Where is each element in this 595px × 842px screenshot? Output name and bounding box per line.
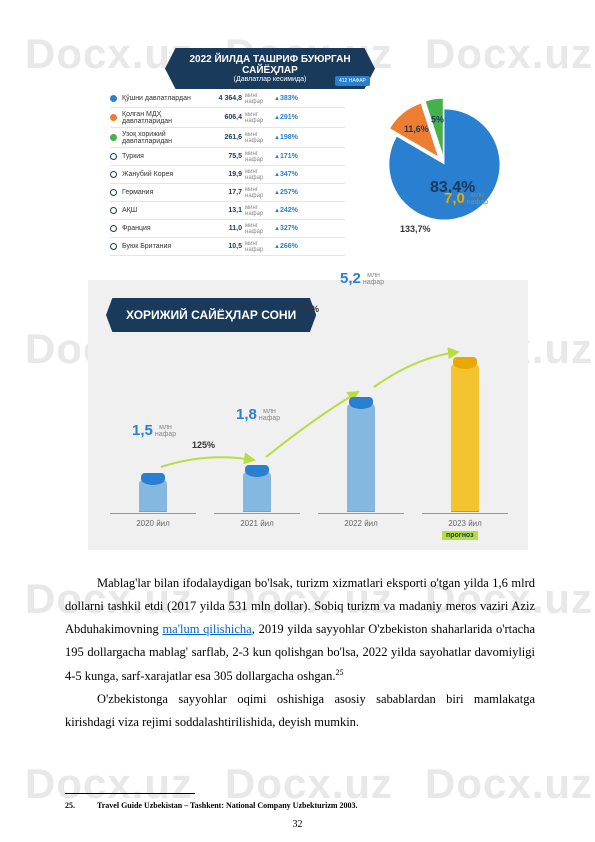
legend-dot [110,153,117,160]
bar-year: 2023 йил [442,519,488,528]
bar-year: 2022 йил [338,519,384,528]
link-malum[interactable]: ma'lum qilishicha [162,622,251,636]
chart1-row: Германия17,7мингнафар▲ 257% [110,184,345,202]
tourists-count-chart: ХОРИЖИЙ САЙЁҲЛАР СОНИ 1,5млннафар2020 йи… [88,280,528,550]
row-value: 606,4 [200,114,242,121]
bar-group: 5,2млннафар278%2022 йил [338,404,384,512]
chart1-title-text: 2022 ЙИЛДА ТАШРИФ БУЮРГАН САЙЁҲЛАР [189,54,350,76]
row-value: 75,5 [200,153,242,160]
chart1-row: АҚШ13,1мингнафар▲ 242% [110,202,345,220]
row-unit: мингнафар [242,223,270,235]
row-pct: 171% [280,153,298,160]
legend-dot [110,207,117,214]
legend-dot [110,134,117,141]
chart1-row: Узоқ хорижий давлатларидан261,6мингнафар… [110,128,345,148]
row-unit: мингнафар [242,169,270,181]
bar-cap [141,473,165,485]
row-value: 261,6 [200,134,242,141]
footnote-ref: 25 [336,667,344,676]
legend-dot [110,95,117,102]
row-unit: мингнафар [242,187,270,199]
legend-dot [110,171,117,178]
bar-value: 1,5млннафар [132,422,176,439]
pie-label: 5% [431,115,444,125]
row-value: 4 364,8 [200,95,242,102]
chart1-row: Қолган МДҲ давлатларидан606,4мингнафар▲ … [110,108,345,128]
row-unit: мингнафар [242,205,270,217]
chart1-row: Франция11,0мингнафар▲ 327% [110,220,345,238]
pie-label: 11,6% [404,124,429,134]
body-text: Mablag'lar bilan ifodalaydigan bo'lsak, … [65,572,535,734]
chart1-row: Туркия75,5мингнафар▲ 171% [110,148,345,166]
footnote-num: 25. [65,801,75,810]
legend-dot [110,243,117,250]
row-label: Буюк Британия [122,243,200,250]
footnote-text: Travel Guide Uzbekistan – Tashkent: Nati… [97,801,358,810]
row-value: 13,1 [200,207,242,214]
row-unit: мингнафар [242,132,270,144]
bar-year: 2021 йил [234,519,280,528]
row-pct: 383% [280,95,298,102]
chart2-title: ХОРИЖИЙ САЙЁҲЛАР СОНИ [106,298,316,332]
bar-pct: 133,7% [400,224,431,234]
bar-group: 1,8млннафар125%2021 йил [234,472,280,512]
prognoz-badge: прогноз [442,531,478,540]
row-pct: 347% [280,171,298,178]
legend-dot [110,225,117,232]
watermark: Docx.uz [425,760,593,808]
row-pct: 242% [280,207,298,214]
row-label: Германия [122,189,200,196]
row-pct: 291% [280,114,298,121]
row-pct: 266% [280,243,298,250]
bar [347,404,375,512]
row-value: 11,0 [200,225,242,232]
bar-group: 7,0млннафар133,7%2023 йилпрогноз [442,364,488,512]
row-unit: мингнафар [242,151,270,163]
chart1-badge: 412 НАФАР [335,76,370,86]
bar-year: 2020 йил [130,519,176,528]
bar-group: 1,5млннафар2020 йил [130,480,176,512]
row-label: Туркия [122,153,200,160]
chart1-list: Қўшни давлатлардан4 364,8мингнафар▲ 383%… [110,90,345,256]
row-pct: 257% [280,189,298,196]
row-pct: 327% [280,225,298,232]
paragraph-1: Mablag'lar bilan ifodalaydigan bo'lsak, … [65,572,535,688]
footnote: 25. Travel Guide Uzbekistan – Tashkent: … [65,801,358,810]
legend-dot [110,189,117,196]
bar [139,480,167,512]
chart1-row: Қўшни давлатлардан4 364,8мингнафар▲ 383% [110,90,345,108]
chart1-row: Буюк Британия10,5мингнафар▲ 266% [110,238,345,256]
bar-cap [245,465,269,477]
row-pct: 198% [280,134,298,141]
bar-cap [453,357,477,369]
bar-pct: 125% [192,440,215,450]
bar-value: 5,2млннафар [340,270,384,287]
pie-chart: 83,4%11,6%5% [360,90,520,230]
bar-value: 7,0млннафар [444,190,488,207]
legend-dot [110,114,117,121]
row-value: 17,7 [200,189,242,196]
page-number: 32 [0,819,595,830]
row-value: 10,5 [200,243,242,250]
bar-pct: 278% [296,304,319,314]
row-value: 19,9 [200,171,242,178]
chart1-row: Жанубий Корея19,9мингнафар▲ 347% [110,166,345,184]
row-unit: мингнафар [242,112,270,124]
chart2-bars: 1,5млннафар2020 йил1,8млннафар125%2021 й… [106,342,510,532]
row-label: Қўшни давлатлардан [122,95,200,102]
footnote-rule [65,793,195,794]
bar-cap [349,397,373,409]
paragraph-2: O'zbekistonga sayyohlar oqimi oshishiga … [65,688,535,734]
row-unit: мингнафар [242,241,270,253]
row-label: Жанубий Корея [122,171,200,178]
row-label: Франция [122,225,200,232]
bar [451,364,479,512]
row-label: АҚШ [122,207,200,214]
bar [243,472,271,512]
row-label: Қолган МДҲ давлатларидан [122,111,200,125]
row-label: Узоқ хорижий давлатларидан [122,131,200,145]
row-unit: мингнафар [242,93,270,105]
bar-value: 1,8млннафар [236,406,280,423]
